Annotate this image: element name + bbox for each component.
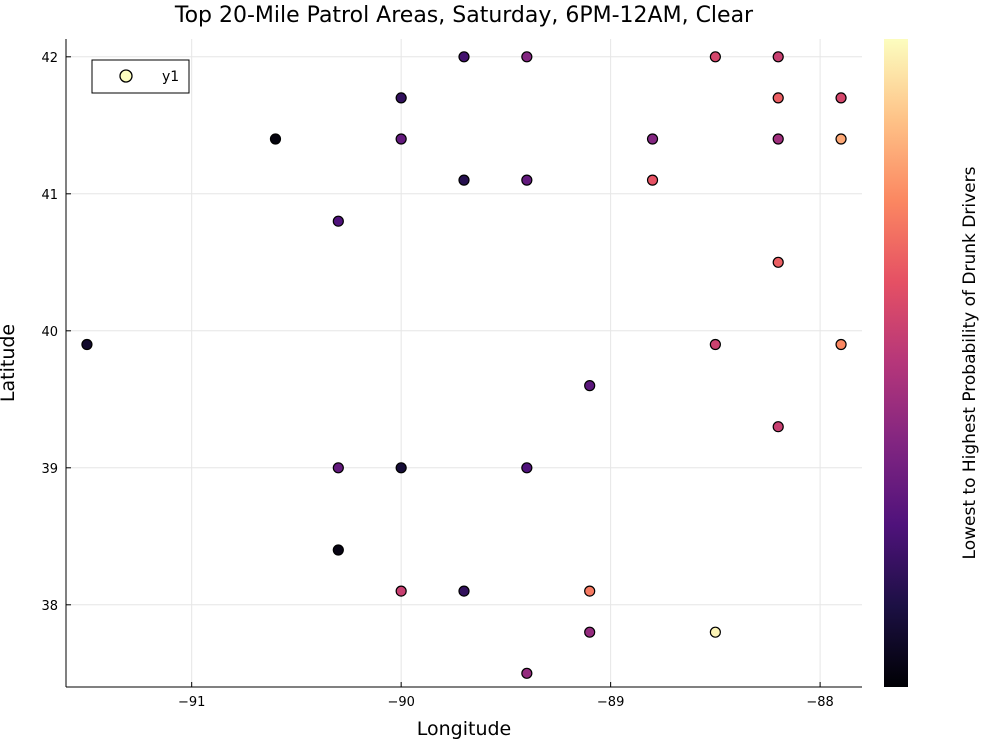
data-point [710, 52, 720, 62]
data-point [396, 93, 406, 103]
data-point [396, 134, 406, 144]
x-tick-label: −91 [178, 695, 205, 710]
data-point [82, 340, 92, 350]
chart-title: Top 20-Mile Patrol Areas, Saturday, 6PM-… [174, 3, 754, 28]
data-point [459, 586, 469, 596]
x-tick-label: −89 [597, 695, 624, 710]
axis-ticks: −91 −90 −89 −88 38 39 40 41 42 [41, 51, 833, 710]
y-tick-label: 38 [41, 599, 58, 614]
data-point [585, 381, 595, 391]
y-tick-label: 40 [41, 325, 58, 340]
y-axis-label: Latitude [0, 324, 19, 402]
data-point [522, 668, 532, 678]
data-point [773, 52, 783, 62]
legend: y1 [92, 60, 189, 93]
x-tick-label: −90 [387, 695, 414, 710]
colorbar-label: Lowest to Highest Probability of Drunk D… [960, 166, 980, 559]
legend-label: y1 [162, 69, 179, 85]
data-point [333, 545, 343, 555]
data-point [773, 93, 783, 103]
data-point [710, 340, 720, 350]
y-tick-label: 41 [41, 188, 58, 203]
data-point [333, 216, 343, 226]
y-tick-label: 39 [41, 462, 58, 477]
data-point [836, 134, 846, 144]
data-point [396, 463, 406, 473]
data-point [459, 52, 469, 62]
x-axis-label: Longitude [417, 718, 512, 740]
data-point [585, 586, 595, 596]
data-point [773, 257, 783, 267]
legend-marker [120, 70, 132, 82]
y-tick-label: 42 [41, 51, 58, 66]
data-point [585, 627, 595, 637]
x-tick-label: −88 [806, 695, 833, 710]
data-point [396, 586, 406, 596]
data-point [522, 175, 532, 185]
data-point [836, 340, 846, 350]
data-points [82, 52, 846, 678]
data-point [773, 422, 783, 432]
data-point [648, 175, 658, 185]
data-point [333, 463, 343, 473]
data-point [836, 93, 846, 103]
colorbar-gradient [884, 39, 908, 687]
data-point [648, 134, 658, 144]
data-point [710, 627, 720, 637]
colorbar: Lowest to Highest Probability of Drunk D… [884, 39, 980, 687]
data-point [459, 175, 469, 185]
data-point [773, 134, 783, 144]
data-point [270, 134, 280, 144]
data-point [522, 52, 532, 62]
data-point [522, 463, 532, 473]
